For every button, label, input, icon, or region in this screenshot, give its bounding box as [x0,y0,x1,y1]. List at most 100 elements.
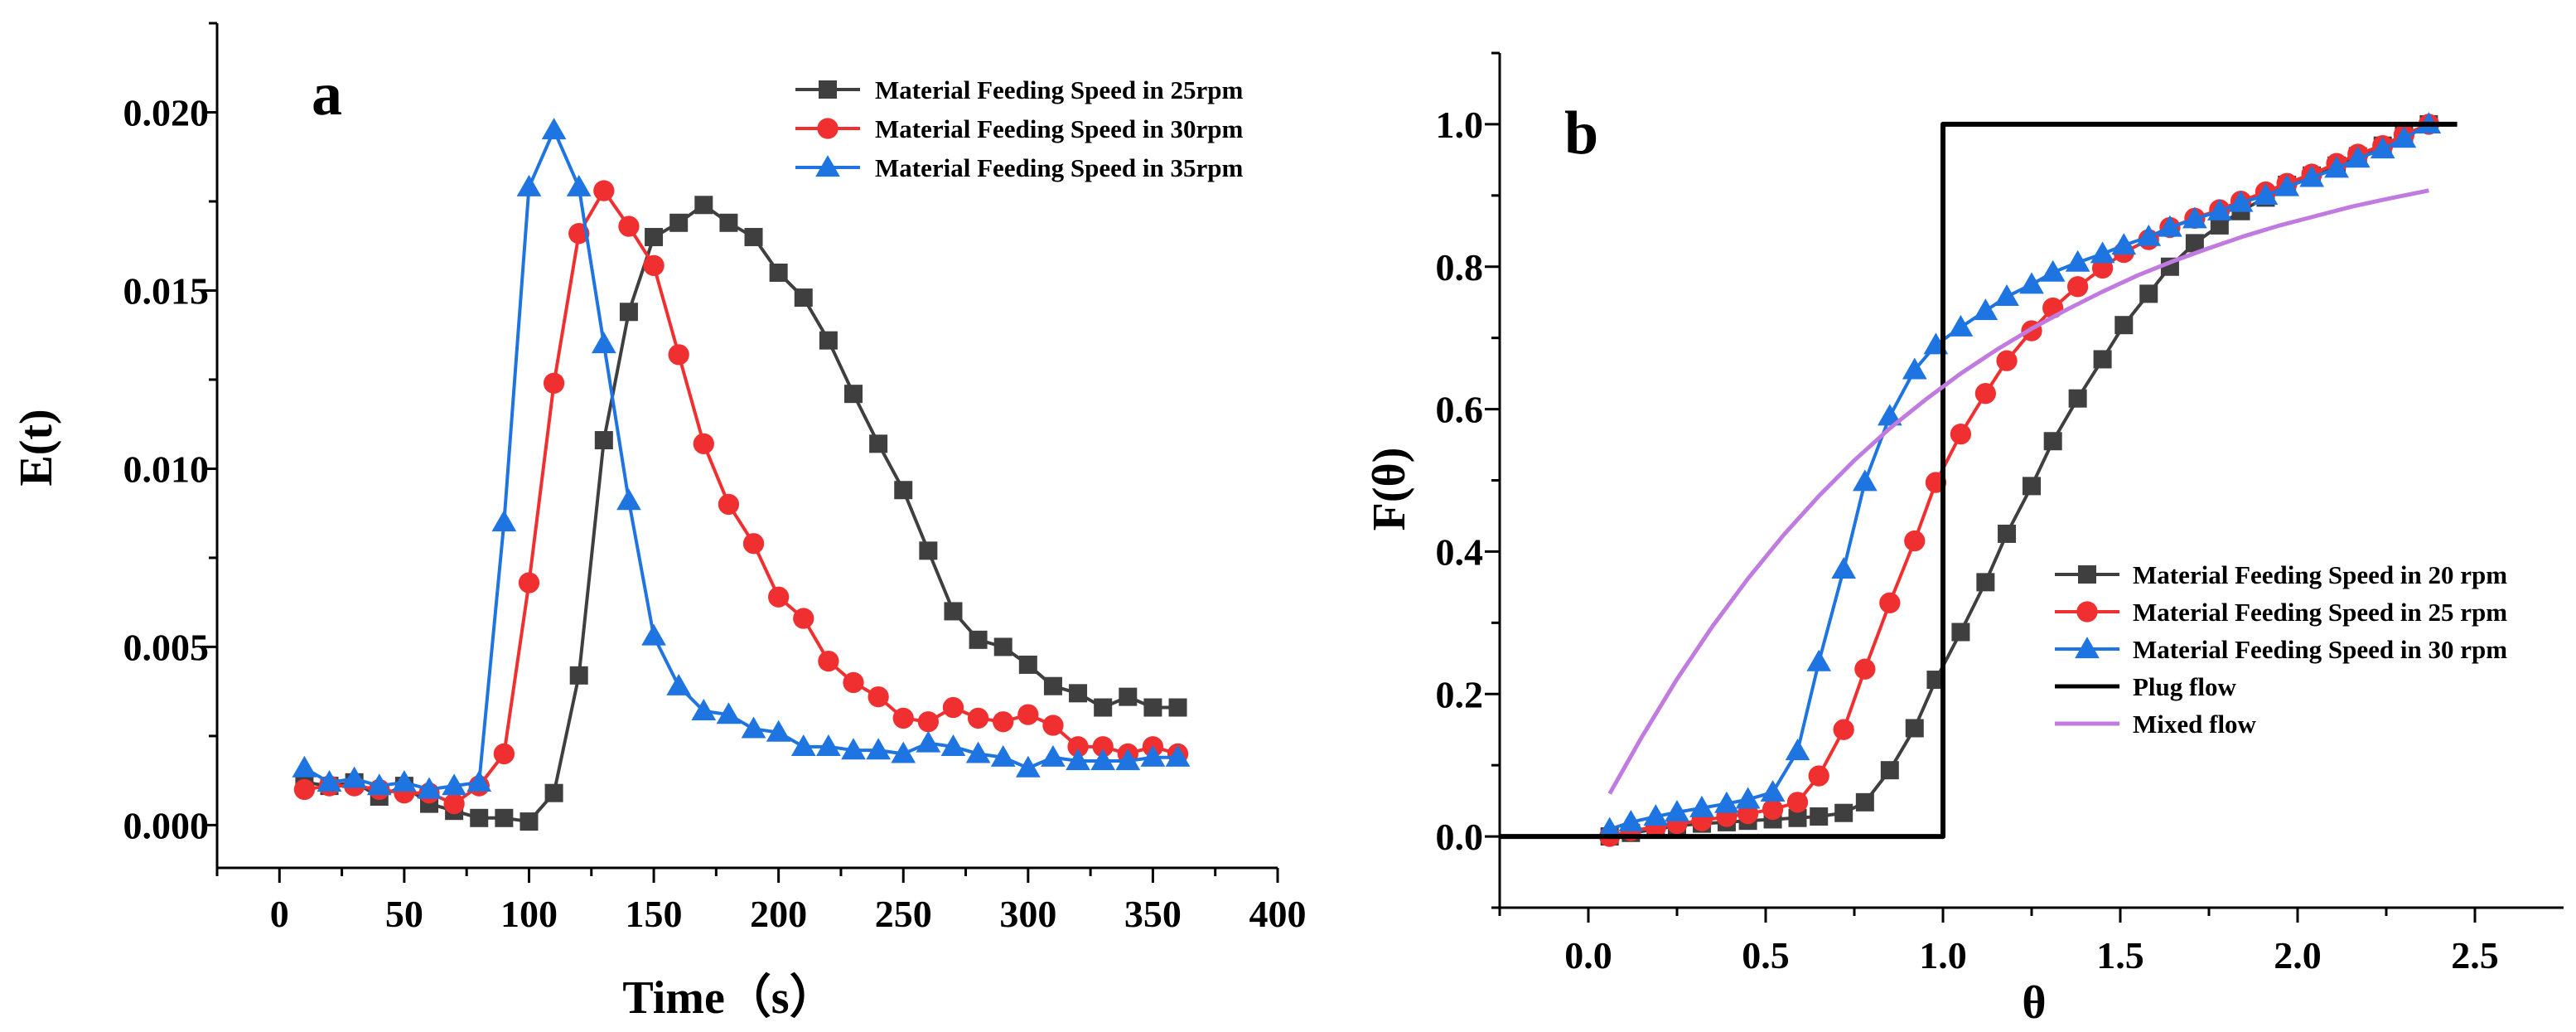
data-point [1976,573,1995,592]
legend-swatch-marker [2078,565,2096,584]
data-point [1067,736,1089,758]
data-point [793,608,814,629]
x-tick-label: 250 [875,893,932,935]
data-point [1808,765,1829,787]
data-point [668,344,689,366]
data-point [818,650,839,672]
legend-entry-label: Material Feeding Speed in 30rpm [875,114,1243,143]
y-tick-label: 0.0 [1436,816,1484,858]
x-tick-label: 150 [626,893,683,935]
data-point [2324,156,2349,178]
data-point [2065,250,2090,272]
data-point [1762,798,1784,821]
data-point [2136,224,2162,246]
data-point [2253,182,2279,205]
data-point [1041,744,1066,767]
data-point [1140,744,1166,767]
data-point [292,755,317,778]
data-point [466,769,492,792]
series-line [1609,123,2430,831]
data-point [341,766,367,788]
data-point [1714,791,1739,813]
data-point [2210,216,2229,235]
legend: Material Feeding Speed in 20 rpm Material… [2055,560,2507,739]
data-point [541,118,567,140]
data-point [2206,198,2232,220]
data-point [1788,808,1807,827]
y-tick-label: 0.000 [123,804,210,846]
data-point [616,488,641,511]
data-point [443,792,465,815]
y-tick-label: 0.005 [123,626,210,668]
data-point [1950,424,1972,445]
data-point [1069,684,1088,703]
data-point [2019,272,2044,294]
data-point [543,372,565,394]
data-point [566,174,592,196]
data-point [1833,719,1854,740]
data-point [869,434,888,453]
data-point [2093,350,2112,369]
data-point [1810,807,1829,826]
series-5 [1607,188,2429,795]
data-point [2274,174,2300,196]
series-line [1500,121,2458,840]
data-point [1951,623,1970,642]
x-tick-label: 2.5 [2451,934,2499,976]
data-point [1043,676,1062,695]
data-point [2111,233,2137,255]
data-point [641,623,666,646]
data-point [1115,749,1141,771]
data-point [643,254,665,277]
series-2 [1599,114,2440,847]
data-point [990,744,1016,767]
data-point [1904,530,1926,552]
data-point [744,227,763,246]
legend-swatch-marker [819,80,837,99]
data-point [2228,190,2254,212]
data-point [2068,389,2087,408]
data-point [2090,241,2115,264]
data-point [1042,715,1064,736]
data-point [618,216,640,237]
data-point [493,743,515,765]
x-tick-label: 100 [500,893,558,935]
data-point [819,331,838,350]
data-point [769,263,788,282]
data-point [719,213,738,232]
series-4 [1500,121,2458,840]
data-point [2185,234,2204,253]
legend-entry-label: Plug flow [2133,672,2236,701]
data-point [2066,276,2089,298]
data-point [1165,744,1191,767]
data-point [716,702,742,724]
data-point [1902,357,1927,380]
data-point [1094,698,1113,717]
data-point [1994,283,2019,306]
data-point [645,227,664,246]
data-point [669,213,689,232]
data-point [766,719,791,742]
series-3 [1597,112,2442,839]
x-tick-label: 350 [1124,893,1182,935]
data-point [892,707,914,729]
data-point [544,783,563,802]
series-2 [293,180,1189,815]
legend-swatch-marker [817,118,839,139]
series-1 [1600,114,2438,846]
x-tick-label: 2.0 [2274,934,2322,976]
x-axis-title: Time（s） [622,971,835,1024]
data-point [2391,126,2417,148]
data-point [1090,749,1116,771]
y-axis-title: E(t) [11,409,62,486]
panel-label: a [312,61,342,128]
data-point [1785,739,1810,761]
data-point [694,196,713,215]
data-point [516,174,542,196]
data-point [843,671,864,694]
data-point [2345,146,2371,168]
data-point [569,666,588,685]
x-tick-label: 0 [270,893,289,935]
data-point [2043,432,2062,451]
data-point [916,730,941,753]
